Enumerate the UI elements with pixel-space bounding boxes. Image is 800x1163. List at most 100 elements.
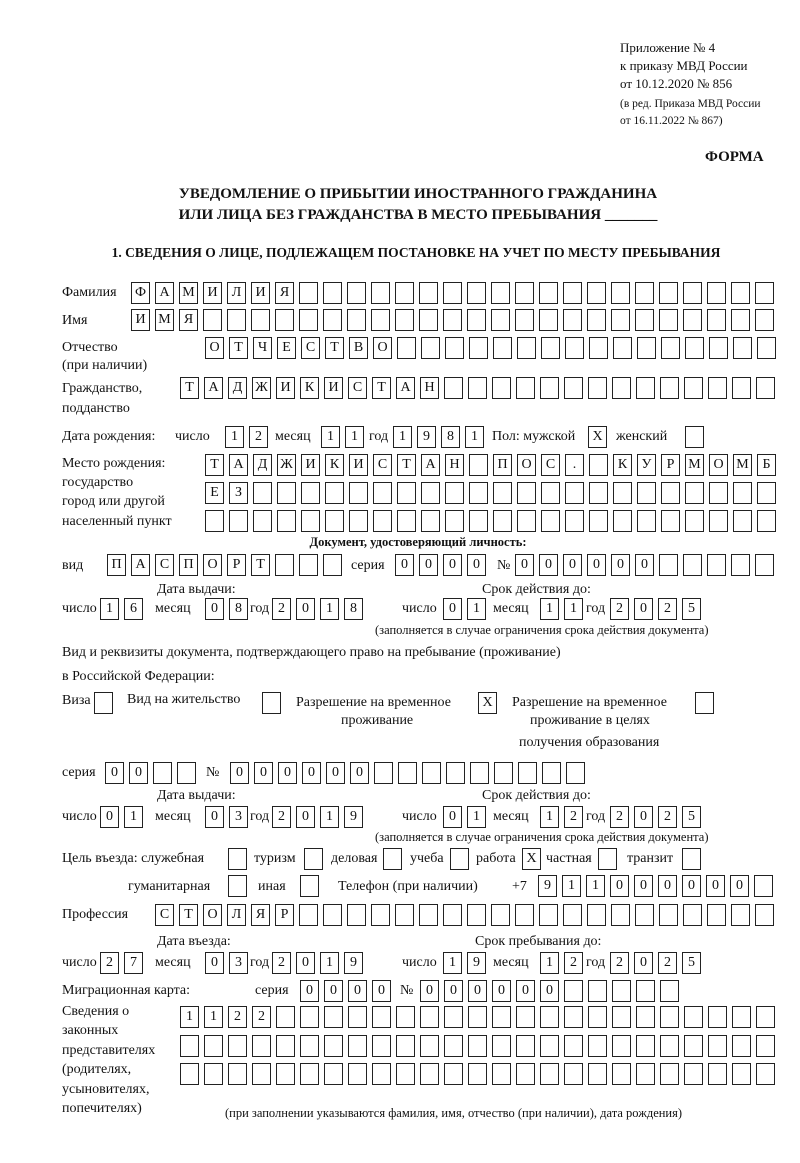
char-cell[interactable]: [515, 282, 534, 304]
char-cell[interactable]: [635, 309, 654, 331]
char-cell[interactable]: М: [733, 454, 752, 476]
char-cell[interactable]: [304, 848, 323, 870]
char-cell[interactable]: [612, 377, 631, 399]
char-cell[interactable]: И: [349, 454, 368, 476]
char-cell[interactable]: [515, 309, 534, 331]
char-cell[interactable]: [299, 309, 318, 331]
char-cell[interactable]: [325, 510, 344, 532]
char-cell[interactable]: 0: [634, 806, 653, 828]
char-cell[interactable]: 2: [272, 806, 291, 828]
char-cell[interactable]: [588, 377, 607, 399]
char-cell[interactable]: [299, 554, 318, 576]
char-cell[interactable]: [589, 510, 608, 532]
sex-male-checkbox[interactable]: X: [588, 426, 607, 448]
char-cell[interactable]: [348, 1063, 367, 1085]
char-cell[interactable]: [229, 510, 248, 532]
char-cell[interactable]: А: [229, 454, 248, 476]
char-cell[interactable]: [397, 482, 416, 504]
char-cell[interactable]: А: [421, 454, 440, 476]
char-cell[interactable]: С: [373, 454, 392, 476]
char-cell[interactable]: [347, 282, 366, 304]
char-cell[interactable]: [516, 1063, 535, 1085]
char-cell[interactable]: [589, 482, 608, 504]
char-cell[interactable]: С: [301, 337, 320, 359]
char-cell[interactable]: [589, 337, 608, 359]
char-cell[interactable]: [636, 980, 655, 1002]
char-cell[interactable]: 5: [682, 598, 701, 620]
char-cell[interactable]: У: [637, 454, 656, 476]
char-cell[interactable]: [253, 510, 272, 532]
char-cell[interactable]: 0: [350, 762, 369, 784]
char-cell[interactable]: С: [155, 904, 174, 926]
char-cell[interactable]: 0: [105, 762, 124, 784]
char-cell[interactable]: 1: [204, 1006, 223, 1028]
char-cell[interactable]: [180, 1063, 199, 1085]
char-cell[interactable]: 0: [296, 598, 315, 620]
char-cell[interactable]: Л: [227, 904, 246, 926]
char-cell[interactable]: [372, 1006, 391, 1028]
char-cell[interactable]: [612, 1035, 631, 1057]
char-cell[interactable]: [731, 309, 750, 331]
char-cell[interactable]: [398, 762, 417, 784]
char-cell[interactable]: А: [131, 554, 150, 576]
char-cell[interactable]: [731, 554, 750, 576]
char-cell[interactable]: [563, 309, 582, 331]
char-cell[interactable]: [228, 848, 247, 870]
char-cell[interactable]: [588, 980, 607, 1002]
char-cell[interactable]: [419, 309, 438, 331]
char-cell[interactable]: О: [203, 904, 222, 926]
char-cell[interactable]: [469, 454, 488, 476]
char-cell[interactable]: 0: [205, 598, 224, 620]
char-cell[interactable]: [757, 337, 776, 359]
char-cell[interactable]: 5: [682, 806, 701, 828]
char-cell[interactable]: 1: [540, 952, 559, 974]
char-cell[interactable]: [177, 762, 196, 784]
char-cell[interactable]: 8: [229, 598, 248, 620]
char-cell[interactable]: [468, 377, 487, 399]
char-cell[interactable]: [445, 337, 464, 359]
char-cell[interactable]: [493, 337, 512, 359]
char-cell[interactable]: [493, 510, 512, 532]
char-cell[interactable]: [180, 1035, 199, 1057]
char-cell[interactable]: Ф: [131, 282, 150, 304]
char-cell[interactable]: 6: [124, 598, 143, 620]
char-cell[interactable]: [564, 1063, 583, 1085]
char-cell[interactable]: [301, 482, 320, 504]
char-cell[interactable]: [383, 848, 402, 870]
char-cell[interactable]: Т: [251, 554, 270, 576]
char-cell[interactable]: [539, 904, 558, 926]
char-cell[interactable]: [323, 904, 342, 926]
char-cell[interactable]: 1: [124, 806, 143, 828]
char-cell[interactable]: 0: [296, 806, 315, 828]
char-cell[interactable]: 0: [634, 952, 653, 974]
char-cell[interactable]: 9: [344, 952, 363, 974]
char-cell[interactable]: [395, 904, 414, 926]
char-cell[interactable]: [565, 337, 584, 359]
char-cell[interactable]: [443, 282, 462, 304]
char-cell[interactable]: 1: [467, 806, 486, 828]
char-cell[interactable]: [660, 1006, 679, 1028]
char-cell[interactable]: 7: [124, 952, 143, 974]
char-cell[interactable]: 1: [467, 598, 486, 620]
char-cell[interactable]: [421, 482, 440, 504]
char-cell[interactable]: [324, 1063, 343, 1085]
char-cell[interactable]: 1: [443, 952, 462, 974]
char-cell[interactable]: 0: [706, 875, 725, 897]
char-cell[interactable]: [540, 1035, 559, 1057]
char-cell[interactable]: [228, 1063, 247, 1085]
char-cell[interactable]: 0: [324, 980, 343, 1002]
char-cell[interactable]: [661, 482, 680, 504]
char-cell[interactable]: 0: [254, 762, 273, 784]
char-cell[interactable]: И: [301, 454, 320, 476]
char-cell[interactable]: 1: [320, 952, 339, 974]
char-cell[interactable]: Ч: [253, 337, 272, 359]
char-cell[interactable]: [323, 554, 342, 576]
char-cell[interactable]: [755, 904, 774, 926]
char-cell[interactable]: 1: [225, 426, 244, 448]
char-cell[interactable]: [518, 762, 537, 784]
